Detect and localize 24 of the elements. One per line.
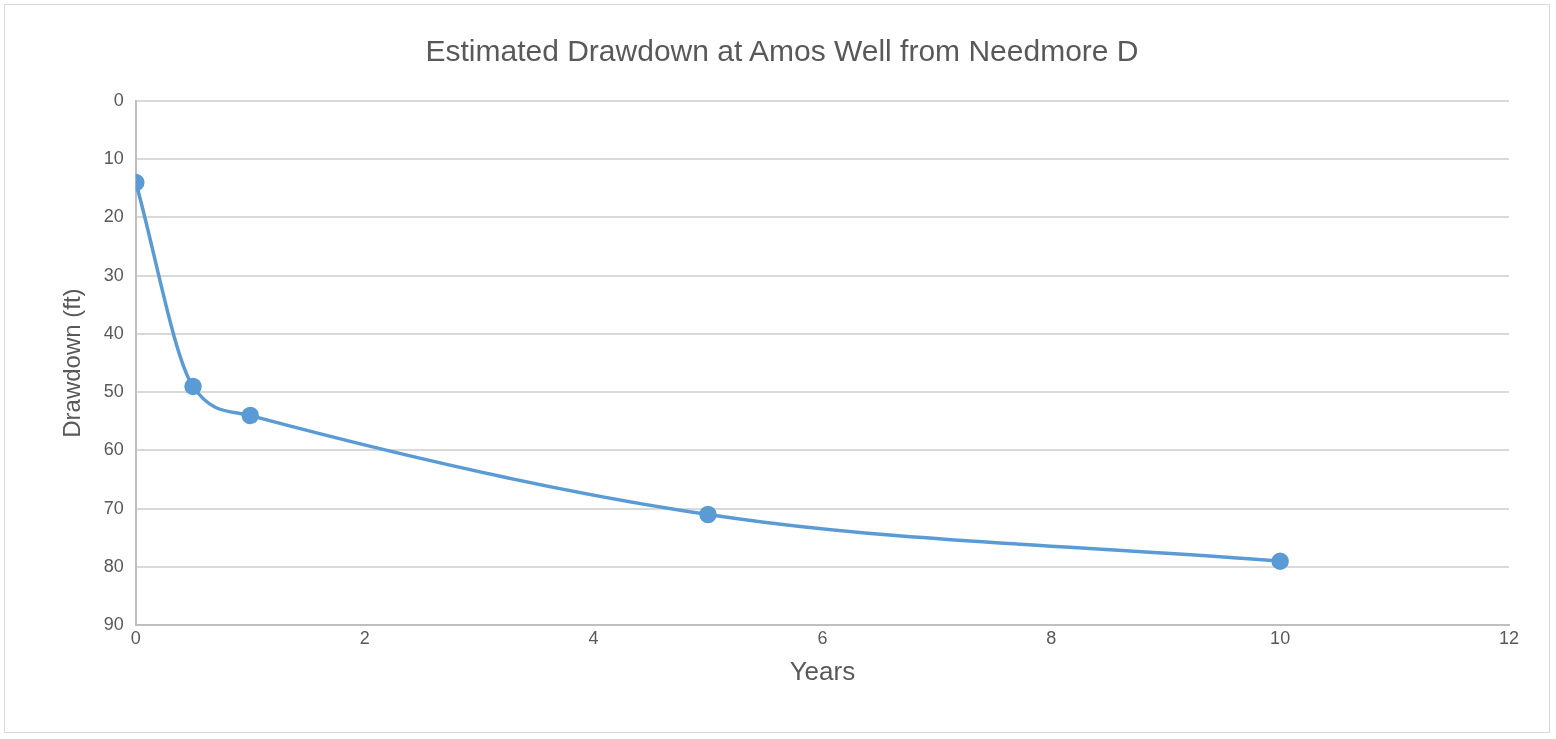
y-tick-label: 20 [103,206,124,227]
point [241,406,259,425]
x-axis-title: Years [789,655,856,686]
chart-title: Estimated Drawdown at Amos Well from Needmore D [425,34,1139,68]
y-tick-label: 0 [113,89,124,110]
x-tick-label: 10 [1270,627,1291,648]
x-tick-label: 6 [817,627,828,648]
y-tick-label: 70 [103,497,124,518]
y-tick-label: 60 [103,439,124,460]
y-tick-label: 80 [103,555,124,576]
point [184,377,202,396]
x-tick-label: 8 [1046,627,1057,648]
y-tick-label: 10 [103,148,124,169]
x-tick-label: 2 [359,627,370,648]
y-tick-label: 30 [103,264,124,285]
y-tick-label: 50 [103,381,124,402]
point [699,505,717,524]
x-tick-label: 4 [588,627,599,648]
point [1271,552,1289,570]
y-axis-title: Drawdown (ft) [58,288,86,438]
x-tick-label: 12 [1498,627,1520,648]
y-tick-label: 40 [103,322,124,343]
x-tick-label: 0 [130,627,141,648]
y-tick-label: 90 [103,614,124,635]
